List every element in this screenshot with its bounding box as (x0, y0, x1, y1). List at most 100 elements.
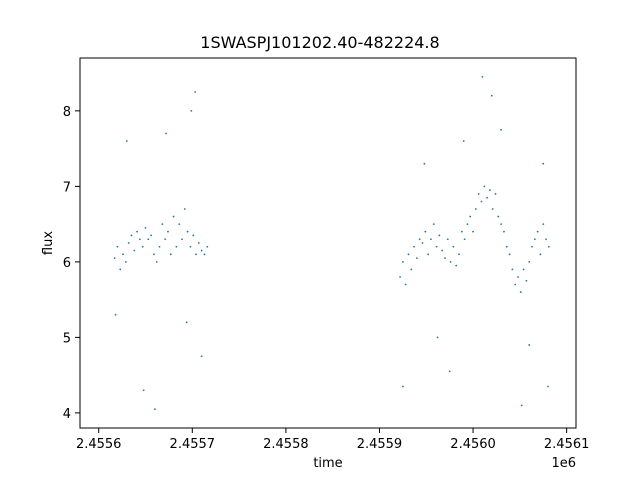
data-point (413, 245, 415, 248)
data-point (172, 215, 175, 218)
data-point (547, 385, 549, 388)
data-point (116, 245, 119, 248)
data-point (438, 234, 441, 237)
data-point (500, 223, 503, 226)
data-point (153, 253, 155, 256)
data-point (167, 230, 169, 233)
data-point (195, 253, 197, 256)
data-point (481, 75, 484, 78)
data-point (483, 185, 486, 188)
data-point (520, 404, 523, 407)
data-point (489, 189, 491, 192)
data-point (113, 257, 116, 259)
x-tick-label: 2.4561 (544, 437, 590, 452)
data-point (190, 109, 193, 112)
plot-area (79, 57, 577, 429)
data-point (539, 253, 542, 256)
y-tick-label: 6 (63, 256, 71, 271)
x-tick-label: 2.4557 (170, 437, 216, 452)
data-point (119, 268, 122, 271)
data-point (203, 253, 206, 256)
data-point (161, 223, 164, 226)
data-point (206, 245, 209, 248)
x-tick-label: 2.4556 (76, 437, 122, 452)
data-point (519, 291, 522, 293)
data-point (514, 283, 517, 286)
data-points (113, 75, 550, 411)
data-point (536, 230, 539, 233)
data-point (133, 249, 136, 252)
data-point (448, 370, 451, 373)
data-point (401, 260, 404, 263)
data-point (480, 200, 483, 203)
data-point (531, 245, 533, 248)
data-point (136, 230, 138, 233)
data-point (466, 223, 469, 226)
data-point (547, 245, 550, 248)
y-axis-title: flux (41, 231, 56, 255)
y-tick-label: 5 (63, 331, 71, 346)
data-point (138, 238, 141, 241)
data-point (462, 140, 465, 142)
data-point (460, 230, 463, 233)
data-point (410, 268, 413, 271)
data-point (522, 268, 525, 271)
data-point (474, 208, 477, 210)
data-point (528, 260, 531, 263)
x-axis-ticks: 2.4556 2.4557 2.4558 2.4559 2.4560 2.4561 (76, 428, 589, 452)
data-point (497, 215, 500, 218)
chart-title: 1SWASPJ101202.40-482224.8 (200, 33, 439, 52)
data-point (200, 249, 203, 252)
data-point (407, 253, 410, 256)
data-point (463, 238, 466, 241)
data-point (114, 313, 117, 316)
data-point (401, 385, 404, 388)
data-point (189, 245, 192, 248)
data-point (192, 234, 195, 237)
data-point (124, 260, 127, 263)
data-point (525, 279, 528, 282)
y-tick-label: 7 (63, 180, 71, 195)
data-point (517, 276, 519, 278)
data-point (477, 193, 480, 195)
data-point (185, 321, 188, 324)
data-point (486, 196, 488, 199)
data-point (500, 128, 503, 131)
data-point (533, 238, 536, 241)
data-point (404, 283, 407, 286)
data-point (508, 253, 511, 256)
data-point (545, 238, 547, 241)
y-axis-ticks: 4 5 6 7 8 (63, 105, 80, 422)
data-point (452, 245, 455, 248)
data-point (142, 389, 145, 392)
axes-frame (79, 57, 577, 429)
x-tick-label: 2.4560 (450, 437, 496, 452)
data-point (418, 238, 421, 241)
data-point (144, 227, 147, 229)
data-point (505, 245, 508, 248)
x-axis-title: time (313, 456, 342, 471)
data-point (441, 249, 444, 252)
y-tick-label: 4 (63, 407, 71, 422)
data-point (197, 242, 200, 244)
data-point (164, 238, 167, 241)
data-point (491, 208, 494, 210)
data-point (436, 336, 439, 339)
x-axis-offset-label: 1e6 (551, 456, 576, 471)
data-point (150, 234, 153, 237)
data-point (542, 162, 545, 165)
data-point (165, 132, 168, 135)
data-point (147, 238, 150, 241)
data-point (423, 162, 426, 165)
data-point (416, 257, 418, 259)
axes-background (80, 58, 576, 428)
data-point (542, 223, 545, 226)
data-point (469, 215, 472, 218)
data-point (178, 223, 181, 226)
data-point (122, 253, 124, 256)
data-point (427, 253, 430, 256)
data-point (511, 268, 514, 271)
data-point (424, 230, 427, 233)
data-point (194, 91, 197, 93)
